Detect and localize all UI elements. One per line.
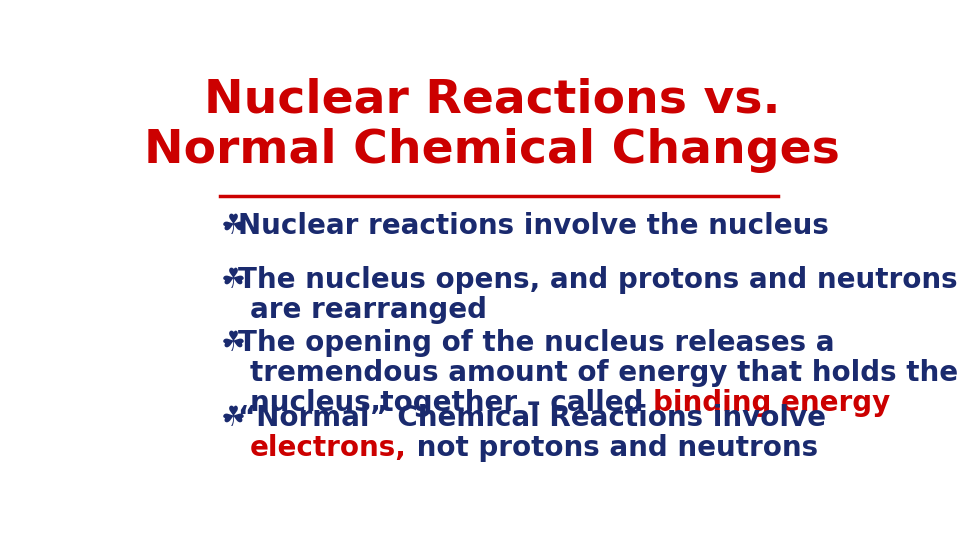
Text: Nuclear Reactions vs.
Normal Chemical Changes: Nuclear Reactions vs. Normal Chemical Ch… <box>144 77 840 172</box>
Text: electrons,: electrons, <box>251 434 407 462</box>
Text: are rearranged: are rearranged <box>251 296 487 325</box>
Text: ☘: ☘ <box>221 404 246 431</box>
Text: The nucleus opens, and protons and neutrons: The nucleus opens, and protons and neutr… <box>237 266 957 294</box>
Text: binding energy: binding energy <box>654 389 891 417</box>
Text: “Normal” Chemical Reactions involve: “Normal” Chemical Reactions involve <box>237 404 826 431</box>
Text: Nuclear reactions involve the nucleus: Nuclear reactions involve the nucleus <box>237 212 828 240</box>
Text: ☘: ☘ <box>221 266 246 294</box>
Text: nucleus together – called: nucleus together – called <box>251 389 654 417</box>
Text: The opening of the nucleus releases a: The opening of the nucleus releases a <box>237 329 834 357</box>
Text: not protons and neutrons: not protons and neutrons <box>407 434 818 462</box>
Text: tremendous amount of energy that holds the: tremendous amount of energy that holds t… <box>251 359 958 387</box>
Text: ☘: ☘ <box>221 329 246 357</box>
Text: ☘: ☘ <box>221 212 246 240</box>
